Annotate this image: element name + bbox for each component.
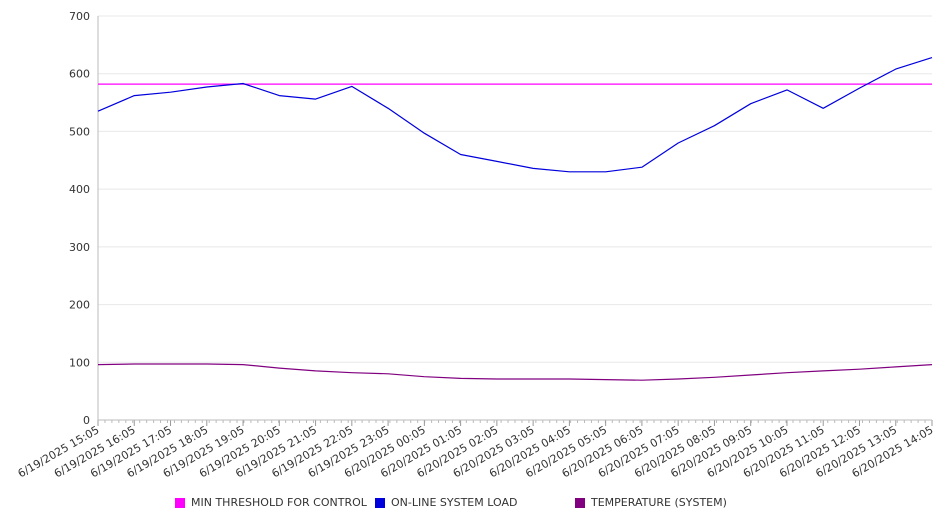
- y-tick-label: 200: [69, 299, 90, 312]
- legend-item-threshold[interactable]: MIN THRESHOLD FOR CONTROL: [175, 496, 367, 509]
- legend-swatch-load: [375, 497, 385, 508]
- temperature-line: [97, 363, 933, 381]
- y-tick-label: 600: [69, 68, 90, 81]
- legend-item-load[interactable]: ON-LINE SYSTEM LOAD: [375, 496, 517, 509]
- legend: MIN THRESHOLD FOR CONTROL ON-LINE SYSTEM…: [0, 496, 946, 516]
- chart: 0 100 200 300 400 500 600 700 6/19/2025 15:056/…: [16, 10, 936, 480]
- y-tick-label: 500: [69, 125, 90, 138]
- system-load-line: [97, 57, 933, 173]
- y-tick-label: 700: [69, 10, 90, 23]
- legend-item-temperature[interactable]: TEMPERATURE (SYSTEM): [575, 496, 727, 509]
- gridlines: [98, 15, 932, 421]
- y-tick-label: 0: [83, 414, 90, 427]
- legend-swatch-temperature: [575, 497, 585, 508]
- legend-swatch-threshold: [175, 497, 185, 508]
- y-tick-label: 300: [69, 241, 90, 254]
- y-tick-label: 400: [69, 183, 90, 196]
- y-tick-label: 100: [69, 356, 90, 369]
- x-axis-ticks: 6/19/2025 15:056/19/2025 16:056/19/2025 …: [16, 420, 936, 480]
- y-axis-ticks: 0 100 200 300 400 500 600 700: [69, 10, 90, 427]
- legend-label-temperature: TEMPERATURE (SYSTEM): [591, 496, 727, 509]
- legend-label-load: ON-LINE SYSTEM LOAD: [391, 496, 518, 509]
- series-lines: [97, 57, 933, 381]
- legend-label-threshold: MIN THRESHOLD FOR CONTROL: [191, 496, 367, 509]
